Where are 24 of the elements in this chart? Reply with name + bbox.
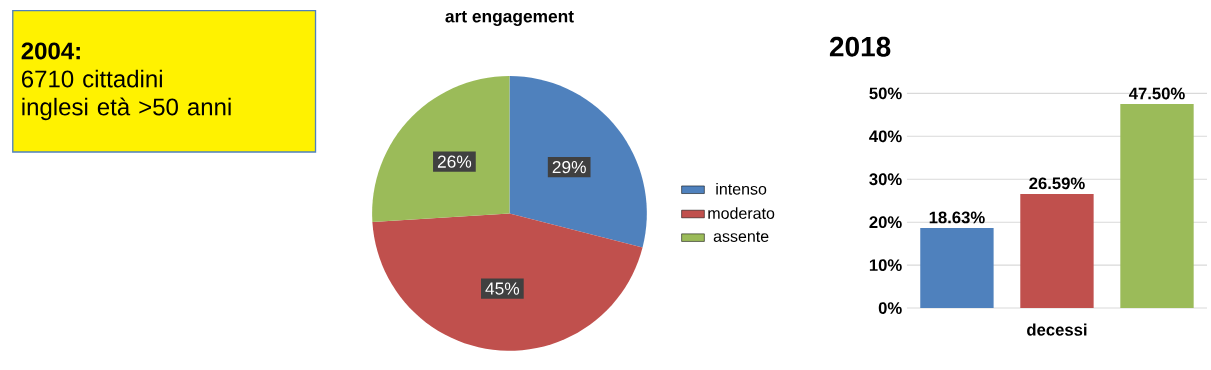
bar xyxy=(1020,193,1094,309)
bar xyxy=(1120,104,1194,309)
y-tick-label: 20% xyxy=(869,216,902,229)
y-tick-label: 40% xyxy=(869,130,902,143)
data-label: 47.50% xyxy=(1128,87,1185,100)
text: 6710 cittadini xyxy=(21,69,162,88)
legend-label: moderato xyxy=(708,207,775,219)
data-label: 26.59% xyxy=(1029,177,1085,190)
y-tick-label: 50% xyxy=(869,87,902,100)
data-label: 45% xyxy=(485,282,520,295)
chart-title: 2018 xyxy=(829,36,891,57)
bar xyxy=(920,228,994,309)
y-tick-label: 30% xyxy=(869,173,902,186)
legend-label: assente xyxy=(713,231,769,242)
text: inglesi età >50 anni xyxy=(22,97,231,121)
data-label: 26% xyxy=(437,155,472,168)
y-tick-label: 10% xyxy=(869,259,902,271)
data-label: 29% xyxy=(552,160,586,174)
y-tick-label: 0% xyxy=(878,302,902,314)
data-label: 18.63% xyxy=(929,211,985,224)
legend-label: intenso xyxy=(716,182,767,195)
text: 2004: xyxy=(21,42,80,60)
x-tick-label: decessi xyxy=(1027,323,1087,336)
chart-title: art engagement xyxy=(445,10,574,26)
